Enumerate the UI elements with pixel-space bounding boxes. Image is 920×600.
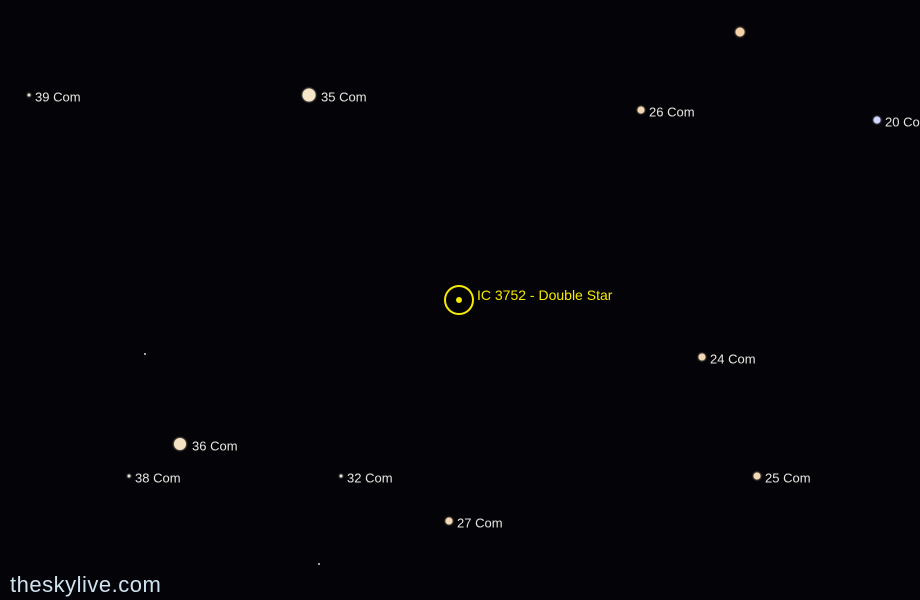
target-dot	[456, 297, 462, 303]
faint-star	[144, 353, 146, 355]
star-label: 38 Com	[135, 471, 181, 486]
star-25-com	[754, 473, 761, 480]
star-35-com	[303, 89, 316, 102]
star-24-com	[699, 354, 706, 361]
star-36-com	[174, 438, 186, 450]
star-label: 39 Com	[35, 90, 81, 105]
star-label: 20 Com	[885, 115, 920, 130]
star-26-com	[638, 107, 645, 114]
faint-star	[318, 563, 320, 565]
star-label: 36 Com	[192, 439, 238, 454]
star-chart: 39 Com 35 Com 26 Com 20 Com 24 Com 36 Com 38 C…	[0, 0, 920, 600]
star-label: 25 Com	[765, 471, 811, 486]
star-39-com	[28, 94, 31, 97]
star-20-com	[874, 117, 881, 124]
target-label: IC 3752 - Double Star	[477, 287, 612, 303]
star-32-com	[340, 475, 343, 478]
star-label: 24 Com	[710, 352, 756, 367]
star-label: 35 Com	[321, 90, 367, 105]
star-label: 26 Com	[649, 105, 695, 120]
star-unlabeled	[736, 28, 745, 37]
star-27-com	[446, 518, 453, 525]
star-38-com	[128, 475, 131, 478]
star-label: 32 Com	[347, 471, 393, 486]
star-label: 27 Com	[457, 516, 503, 531]
watermark: theskylive.com	[10, 572, 161, 598]
